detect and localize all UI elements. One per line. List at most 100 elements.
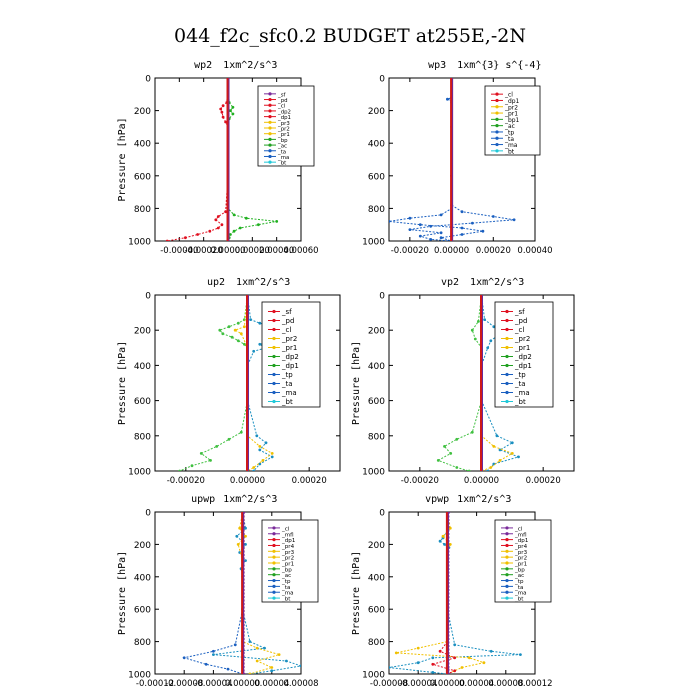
legend-label: _ac (504, 123, 515, 130)
y-tick-label: 400 (368, 573, 385, 583)
data-point (184, 236, 187, 240)
legend-label: _pd (514, 317, 527, 325)
series-group (436, 295, 521, 471)
panel-title: up2 (207, 277, 225, 288)
y-tick-label: 600 (368, 397, 385, 407)
data-point (517, 455, 520, 459)
legend-label: _bt (514, 398, 526, 406)
data-point (408, 216, 412, 220)
legend-marker (272, 584, 276, 588)
legend-marker (268, 143, 272, 147)
x-tick-label: -0.00004 (399, 679, 437, 689)
legend-label: _tp (514, 579, 524, 585)
y-tick-label: 800 (368, 432, 385, 442)
x-tick-label: 0.00020 (526, 476, 561, 486)
legend-marker (495, 98, 499, 103)
legend-box (484, 85, 541, 156)
legend-label: _dp1 (514, 362, 532, 370)
x-tick-label: 0.00004 (254, 679, 289, 689)
x-tick-label: 0.00004 (459, 679, 494, 689)
x-tick-label: 0.00012 (517, 679, 552, 689)
data-point (489, 466, 493, 469)
data-point (277, 653, 281, 656)
legend-marker (272, 318, 276, 323)
data-point (255, 434, 259, 438)
legend-marker (505, 526, 509, 530)
data-point (439, 236, 443, 240)
data-point (270, 455, 274, 459)
legend-marker (505, 372, 509, 377)
legend-label: _pr2 (514, 556, 527, 562)
x-tick-label: -0.00020 (185, 246, 223, 256)
data-point (275, 220, 279, 223)
x-tick-label: -0.00040 (160, 246, 198, 256)
data-point (446, 97, 449, 101)
data-point (238, 226, 242, 230)
legend-marker (272, 561, 276, 565)
data-point (460, 226, 464, 230)
legend-marker (505, 390, 509, 395)
series-group (389, 78, 516, 241)
legend-label: _pr3 (277, 121, 290, 127)
legend-label: _mfl (281, 532, 294, 538)
data-point (510, 441, 514, 445)
chart-panel-upwp: upwp 1xm^2/s^3 Pressure [hPa] 0 200 400 600 800… (117, 494, 319, 689)
data-point (418, 223, 422, 227)
legend-marker (505, 327, 509, 332)
y-tick-label: 1000 (128, 671, 151, 681)
data-point (431, 662, 435, 666)
data-point (431, 656, 435, 660)
legend-marker (505, 567, 509, 571)
legend-marker (268, 132, 272, 136)
series-line-dp1 (179, 295, 248, 471)
data-point (221, 332, 225, 336)
legend-marker (272, 526, 276, 530)
series-line-dp1 (437, 295, 482, 471)
legend-label: _pr3 (514, 550, 528, 556)
data-point (229, 109, 232, 112)
data-point (231, 112, 235, 116)
y-tick-label: 600 (134, 397, 151, 407)
panel-title: wp2 (194, 60, 212, 71)
data-point (510, 452, 514, 455)
y-tick-label: 400 (134, 362, 151, 372)
data-point (235, 534, 239, 538)
data-point (455, 437, 459, 441)
panel-title: vp2 (441, 277, 459, 288)
data-point (439, 231, 443, 235)
data-point (519, 653, 522, 656)
legend-label: _dp1 (504, 98, 520, 105)
y-tick-label: 0 (379, 509, 385, 519)
data-point (486, 346, 490, 350)
legend-marker (268, 109, 272, 113)
series-line-tp (481, 295, 521, 471)
legend-label: _dp2 (277, 109, 291, 115)
panel-units: 1xm^2/s^3 (223, 494, 277, 505)
data-point (221, 115, 225, 119)
legend-label: _pd (277, 98, 288, 104)
y-tick-label: 1000 (128, 468, 151, 478)
legend-marker (272, 336, 276, 341)
x-tick-label: -0.00008 (370, 679, 408, 689)
data-point (467, 469, 471, 471)
data-point (453, 669, 457, 673)
legend-label: _pr4 (281, 544, 295, 550)
data-point (416, 661, 420, 665)
data-point (285, 659, 288, 663)
legend-label: _dp2 (281, 353, 299, 361)
legend-marker (505, 363, 509, 368)
legend-box (494, 301, 554, 408)
legend-label: _pr3 (281, 550, 295, 556)
y-axis-label: Pressure [hPa] (117, 551, 128, 635)
data-point (232, 229, 236, 233)
y-tick-label: 800 (368, 205, 385, 215)
x-tick-label: 0.00000 (464, 476, 499, 486)
data-point (455, 466, 459, 469)
series-group (182, 512, 301, 674)
data-point (208, 229, 212, 233)
chart-panel-wp3: wp3 1xm^{3} s^{-4} 0 200 400 600 800 1000 -0.000… (362, 60, 552, 256)
panel-units: 1xm^2/s^3 (236, 277, 290, 288)
data-point (299, 664, 301, 668)
x-tick-label: -0.00008 (165, 679, 203, 689)
data-point (453, 656, 457, 660)
